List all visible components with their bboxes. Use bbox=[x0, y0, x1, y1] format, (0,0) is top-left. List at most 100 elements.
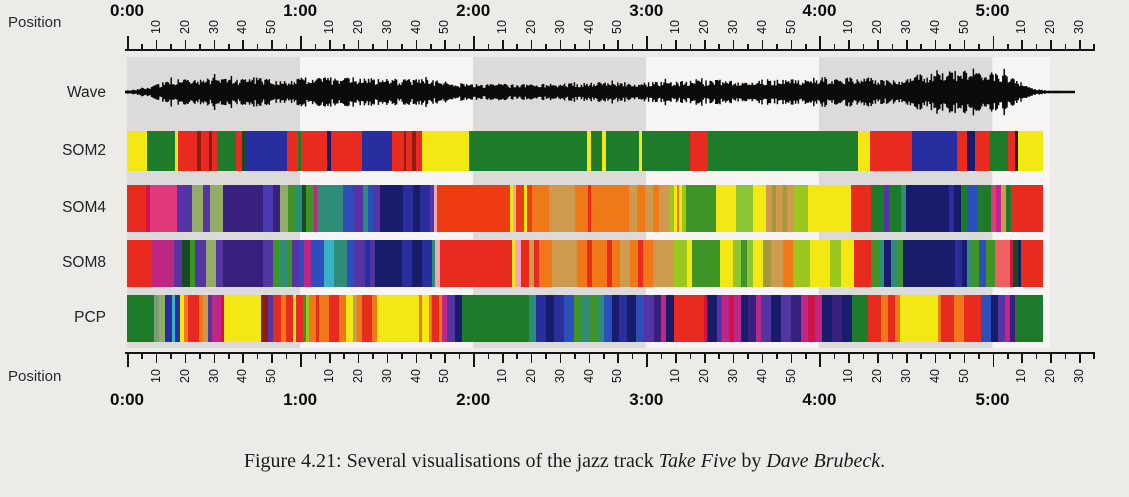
color-segment bbox=[513, 185, 517, 232]
axis-tick bbox=[833, 44, 836, 49]
axis-tick bbox=[155, 40, 158, 49]
color-segment bbox=[223, 185, 264, 232]
color-segment bbox=[1010, 295, 1016, 342]
axis-tick bbox=[732, 354, 735, 363]
axis-second-label: 40 bbox=[927, 369, 942, 383]
color-segment bbox=[362, 131, 393, 171]
color-segment bbox=[203, 185, 211, 232]
axis-minute-label: 1:00 bbox=[283, 1, 318, 20]
color-segment bbox=[771, 185, 776, 232]
axis-second-label: 20 bbox=[350, 20, 365, 34]
color-segment bbox=[197, 131, 202, 171]
color-segment bbox=[851, 295, 869, 342]
color-segment bbox=[314, 185, 318, 232]
color-segment bbox=[831, 295, 842, 342]
color-segment bbox=[642, 131, 690, 171]
axis-tick bbox=[718, 44, 721, 49]
axis-label-position-top: Position bbox=[8, 14, 62, 31]
axis-second-label: 10 bbox=[841, 20, 856, 34]
color-segment bbox=[1007, 131, 1015, 171]
color-segment bbox=[210, 185, 224, 232]
axis-minute-label: 5:00 bbox=[975, 390, 1010, 409]
color-segment bbox=[618, 185, 629, 232]
axis-tick bbox=[1006, 354, 1009, 359]
axis-tick bbox=[905, 40, 908, 49]
axis-second-label: 20 bbox=[523, 369, 538, 383]
color-segment bbox=[292, 295, 296, 342]
axis-tick bbox=[761, 40, 764, 49]
color-segment bbox=[735, 185, 753, 232]
axis-tick bbox=[992, 36, 995, 49]
axis-tick bbox=[314, 354, 317, 359]
axis-second-label: 20 bbox=[1043, 20, 1058, 34]
color-segment bbox=[603, 295, 612, 342]
axis-tick bbox=[1035, 44, 1038, 49]
axis-tick bbox=[127, 36, 129, 49]
color-segment bbox=[430, 185, 435, 232]
color-segment bbox=[897, 240, 903, 287]
waveform-plot bbox=[125, 68, 1075, 116]
axis-tick bbox=[1093, 354, 1096, 359]
axis-second-label: 10 bbox=[668, 369, 683, 383]
caption-mid: by bbox=[736, 450, 767, 472]
color-segment bbox=[602, 131, 607, 171]
color-segment bbox=[223, 295, 261, 342]
axis-tick bbox=[718, 354, 721, 359]
color-segment bbox=[158, 295, 165, 342]
axis-second-label: 40 bbox=[754, 20, 769, 34]
axis-tick bbox=[372, 44, 374, 49]
color-segment bbox=[591, 185, 619, 232]
color-segment bbox=[201, 131, 210, 171]
axis-tick bbox=[429, 44, 432, 49]
color-segment bbox=[955, 240, 963, 287]
axis-tick bbox=[141, 44, 144, 49]
color-segment bbox=[900, 295, 939, 342]
color-segment bbox=[331, 131, 363, 171]
color-segment bbox=[995, 185, 1001, 232]
color-segment bbox=[538, 240, 552, 287]
axis-tick bbox=[559, 40, 562, 49]
color-segment bbox=[800, 295, 808, 342]
color-segment bbox=[786, 185, 793, 232]
color-segment bbox=[989, 131, 1008, 171]
pcp-strip bbox=[127, 295, 1044, 342]
axis-tick bbox=[155, 354, 158, 363]
color-segment bbox=[345, 295, 353, 342]
axis-tick bbox=[588, 40, 591, 49]
row-label-wave: Wave bbox=[66, 84, 106, 101]
color-segment bbox=[681, 185, 686, 232]
color-segment bbox=[295, 295, 303, 342]
color-segment bbox=[317, 185, 344, 232]
axis-tick bbox=[675, 40, 677, 49]
axis-tick bbox=[213, 354, 216, 363]
color-segment bbox=[591, 131, 603, 171]
axis-tick bbox=[545, 44, 547, 49]
color-segment bbox=[966, 131, 975, 171]
color-segment bbox=[972, 240, 980, 287]
color-segment bbox=[242, 131, 247, 171]
axis-tick bbox=[934, 40, 937, 49]
color-segment bbox=[334, 240, 348, 287]
axis-tick bbox=[530, 40, 533, 49]
color-segment bbox=[960, 185, 967, 232]
row-label-som8: SOM8 bbox=[62, 254, 106, 271]
axis-tick bbox=[1050, 40, 1052, 49]
axis-second-label: 40 bbox=[927, 20, 942, 34]
color-segment bbox=[318, 295, 329, 342]
axis-tick bbox=[776, 354, 778, 359]
axis-tick bbox=[285, 354, 288, 359]
color-segment bbox=[127, 131, 148, 171]
axis-tick bbox=[862, 44, 865, 49]
axis-second-label: 30 bbox=[1072, 369, 1087, 383]
axis-second-label: 20 bbox=[350, 369, 365, 383]
axis-minute-label: 3:00 bbox=[629, 390, 664, 409]
color-segment bbox=[771, 240, 784, 287]
axis-second-label: 10 bbox=[495, 20, 510, 34]
color-segment bbox=[1009, 240, 1013, 287]
color-segment bbox=[673, 295, 704, 342]
color-segment bbox=[763, 240, 772, 287]
axis-tick bbox=[574, 354, 576, 359]
ruler-baseline bbox=[125, 49, 1096, 51]
